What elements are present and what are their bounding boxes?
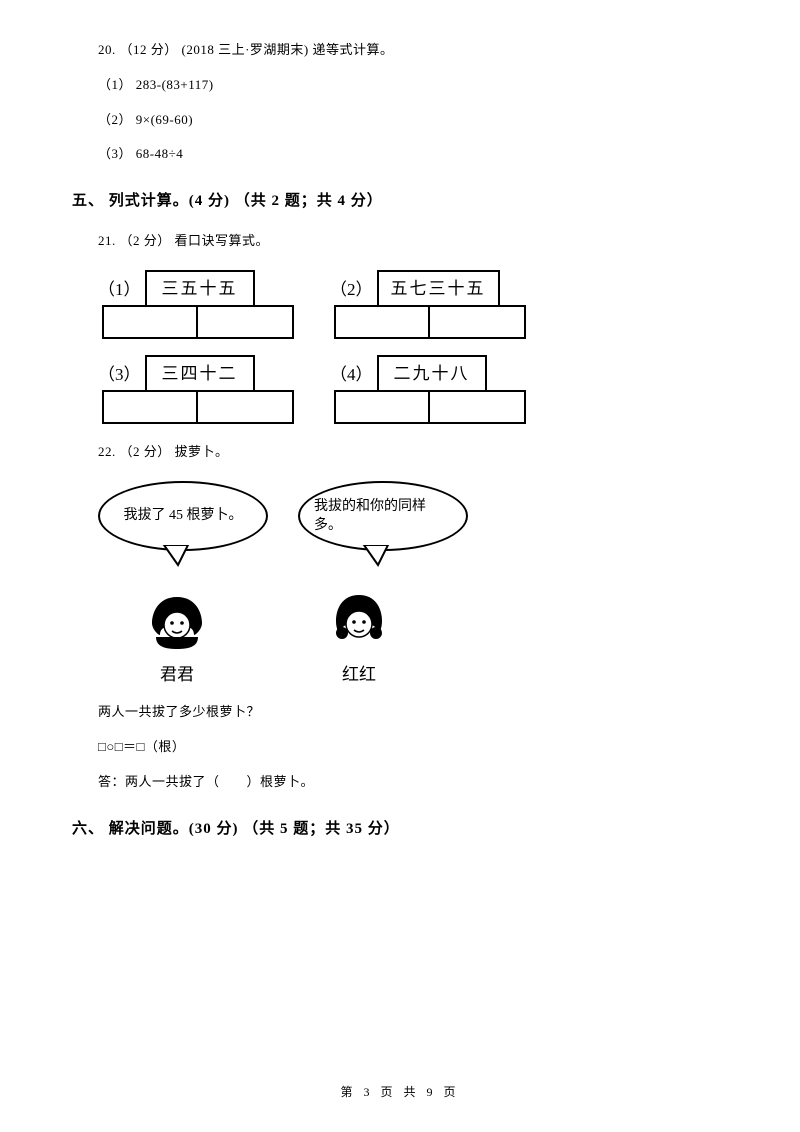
kid-1-name: 君君: [160, 661, 194, 688]
q21-figure: （1） 三五十五 （2） 五七三十五 （3） 三四十二: [98, 270, 728, 424]
q21-cell[interactable]: [102, 305, 198, 339]
q21-label-4: （4）: [330, 361, 373, 388]
bubble-1: 我拔了 45 根萝卜。: [98, 481, 268, 551]
q22-ask: 两人一共拔了多少根萝卜？: [98, 702, 728, 723]
q22-formula: □○□＝□（根）: [98, 737, 728, 758]
q21-label-3: （3）: [98, 361, 141, 388]
bubble-2-text: 我拔的和你的同样多。: [314, 497, 452, 536]
question-21: 21. （2 分） 看口诀写算式。: [98, 231, 728, 252]
q21-cell[interactable]: [198, 305, 294, 339]
q22-answer: 答：两人一共拔了（ ）根萝卜。: [98, 772, 728, 793]
q21-cell[interactable]: [430, 390, 526, 424]
q21-cell[interactable]: [102, 390, 198, 424]
q21-row2: （3） 三四十二 （4） 二九十八: [98, 355, 728, 424]
kid-2-name: 红红: [342, 661, 376, 688]
question-20: 20. （12 分） (2018 三上·罗湖期末) 递等式计算。: [98, 40, 728, 61]
bubble-2: 我拔的和你的同样多。: [298, 481, 468, 551]
bubble-1-text: 我拔了 45 根萝卜。: [124, 506, 243, 526]
q21-cell[interactable]: [430, 305, 526, 339]
page-footer: 第 3 页 共 9 页: [0, 1083, 800, 1102]
speech-bubbles: 我拔了 45 根萝卜。 我拔的和你的同样多。: [98, 481, 518, 551]
kid-2: 红红: [328, 589, 390, 688]
q21-row1: （1） 三五十五 （2） 五七三十五: [98, 270, 728, 339]
q21-cells-3: [102, 390, 294, 424]
kids-row: 君君 红红: [146, 589, 518, 688]
q21-block-1: （1） 三五十五: [98, 270, 294, 339]
q21-text-4: 二九十八: [377, 355, 487, 392]
q21-label-1: （1）: [98, 276, 141, 303]
q21-block-3: （3） 三四十二: [98, 355, 294, 424]
girl-icon: [328, 589, 390, 651]
q21-text-3: 三四十二: [145, 355, 255, 392]
kid-1: 君君: [146, 589, 208, 688]
question-22: 22. （2 分） 拔萝卜。: [98, 442, 728, 463]
q21-label-2: （2）: [330, 276, 373, 303]
q21-text-1: 三五十五: [145, 270, 255, 307]
q22-figure: 我拔了 45 根萝卜。 我拔的和你的同样多。 君君: [98, 481, 518, 688]
q21-block-2: （2） 五七三十五: [330, 270, 526, 339]
q21-block-4: （4） 二九十八: [330, 355, 526, 424]
q21-cell[interactable]: [334, 305, 430, 339]
q21-cells-1: [102, 305, 294, 339]
q20-sub1: （1） 283-(83+117): [98, 75, 728, 96]
bubble-tail-icon: [160, 545, 196, 567]
q20-sub3: （3） 68-48÷4: [98, 144, 728, 165]
q21-cell[interactable]: [198, 390, 294, 424]
q20-sub2: （2） 9×(69-60): [98, 110, 728, 131]
bubble-tail-icon: [360, 545, 396, 567]
section-5-heading: 五、 列式计算。(4 分) （共 2 题；共 4 分）: [72, 189, 728, 213]
q21-text-2: 五七三十五: [377, 270, 500, 307]
girl-icon: [146, 589, 208, 651]
section-6-heading: 六、 解决问题。(30 分) （共 5 题；共 35 分）: [72, 817, 728, 841]
q21-cell[interactable]: [334, 390, 430, 424]
q21-cells-4: [334, 390, 526, 424]
q21-cells-2: [334, 305, 526, 339]
